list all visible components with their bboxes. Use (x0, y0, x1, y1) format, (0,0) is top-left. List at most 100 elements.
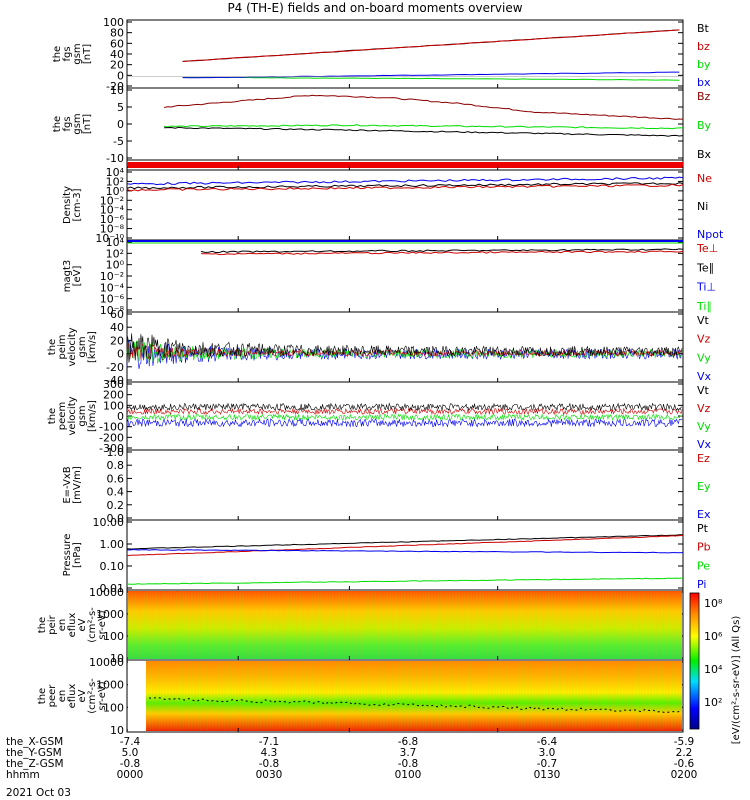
y-tick-label: 10000 (89, 586, 124, 599)
colorbar (689, 592, 700, 730)
density-trace-black (126, 182, 684, 190)
velocity-trace-black (126, 333, 683, 363)
y-axis-label: peim (57, 334, 68, 359)
axis-row-label: the_Y-GSM (6, 747, 62, 759)
legend-vz: Vz (697, 402, 711, 415)
panel-peem-velocity (126, 381, 684, 451)
y-tick-label: 10⁻⁶ (100, 213, 125, 226)
legend-ez: Ez (697, 452, 710, 465)
y-axis-label: eflux (67, 613, 78, 638)
legend-bx: bx (697, 76, 711, 89)
y-axis-label: Pressure (62, 534, 73, 577)
y-tick-label: 1000 (96, 679, 124, 692)
y-tick-label: 20 (110, 59, 124, 72)
axis-row-value: -0.7 (537, 758, 558, 770)
y-tick-label: 10 (110, 724, 124, 737)
axis-row-value: -0.8 (398, 758, 419, 770)
y-tick-label: -20 (106, 80, 124, 93)
y-tick-label: 10⁴ (106, 166, 125, 179)
electron-temp-red (201, 250, 684, 256)
y-axis-label: eV (77, 689, 88, 702)
colorbar-tick-label: 10² (704, 696, 722, 709)
y-tick-label: 0.10 (100, 560, 125, 573)
y-tick-label: -200 (99, 431, 124, 444)
y-tick-label: 1000 (96, 608, 124, 621)
legend-bt: Bt (697, 22, 710, 35)
legend-pb: Pb (697, 541, 711, 554)
panel-temperature (126, 239, 684, 313)
y-tick-label: 10 (110, 84, 124, 97)
velocity-trace-red (126, 407, 683, 416)
y-tick-label: 10² (106, 175, 124, 188)
series-bx (182, 71, 680, 79)
spacecraft-potential-line (148, 696, 682, 714)
y-axis-label: Density (62, 186, 73, 224)
density-trace-blue (126, 176, 684, 186)
legend-pi: Pi (697, 578, 706, 591)
spectrogram-fill (128, 591, 682, 659)
pressure-trace-black (126, 534, 683, 550)
panel-frame (126, 169, 684, 241)
axis-row-value: 5.0 (122, 747, 139, 759)
axis-row-value: 2.2 (676, 747, 693, 759)
panel-peim-velocity (126, 311, 684, 383)
y-axis-label: sr-eV) (97, 681, 108, 710)
y-axis-label: [mV/m] (72, 466, 83, 504)
y-tick-label: 10.00 (93, 516, 125, 529)
legend-ex: Ex (697, 508, 711, 521)
legend-vt: Vt (697, 384, 710, 397)
legend-te⊥: Te⊥ (696, 242, 718, 255)
axis-row-value: -6.4 (537, 736, 558, 748)
legend-by: By (697, 119, 712, 132)
y-axis-label: velocity (67, 327, 78, 366)
y-tick-label: 0.8 (107, 459, 125, 472)
y-tick-label: 10⁻⁴ (100, 281, 125, 294)
colorbar-tick-label: 10⁸ (704, 597, 723, 610)
y-axis-label: [eV] (72, 266, 83, 287)
legend-bx: Bx (697, 148, 712, 161)
y-tick-label: -40 (106, 374, 124, 387)
y-axis-label: E=-VxB (62, 466, 73, 503)
panel-efield (126, 449, 684, 521)
y-tick-label: 1.00 (100, 538, 125, 551)
axis-row-label: the_Z-GSM (6, 758, 64, 770)
pressure-trace-blue (126, 548, 684, 554)
y-tick-label: 100 (103, 399, 124, 412)
panel-flag-bar (126, 159, 684, 171)
axis-row-value: -0.8 (120, 758, 141, 770)
y-axis-label: [nPa] (72, 542, 83, 568)
date-label: 2021 Oct 03 (6, 787, 71, 799)
legend-vz: Vz (697, 333, 711, 346)
y-tick-label: 0.6 (107, 472, 125, 485)
panel-fgs-gsm (126, 19, 684, 89)
y-axis-label: en (57, 619, 68, 632)
y-axis-label: (cm²-s- (87, 607, 98, 643)
y-tick-label: 300 (103, 378, 124, 391)
legend-vy: Vy (697, 420, 711, 433)
y-tick-label: 0.01 (100, 582, 125, 595)
series-bz (164, 94, 684, 120)
y-tick-label: 100 (103, 16, 124, 29)
legend-vt: Vt (697, 314, 710, 327)
page-title: P4 (TH-E) fields and on-board moments ov… (227, 1, 523, 15)
y-tick-label: 10⁻⁴ (100, 204, 125, 217)
y-tick-label: 0 (117, 69, 124, 82)
legend-ti∥: Ti∥ (696, 300, 712, 313)
axis-row-value: -0.6 (674, 758, 695, 770)
y-axis-label: the (52, 46, 63, 62)
panel-peer-spec (126, 659, 684, 733)
legend-by: by (697, 58, 711, 71)
y-tick-label: 10⁻¹⁰ (95, 232, 124, 245)
axis-row-value: -6.8 (398, 736, 419, 748)
y-tick-label: 5 (117, 101, 124, 114)
legend-vx: Vx (697, 438, 712, 451)
y-axis-label: peem (57, 402, 68, 430)
y-axis-label: the (52, 116, 63, 132)
y-tick-label: 10⁻⁸ (100, 223, 125, 236)
axis-row-label: the_X-GSM (6, 736, 63, 748)
y-axis-label: peir (47, 614, 58, 634)
panel-frame (126, 659, 684, 733)
y-tick-label: -20 (106, 361, 124, 374)
y-tick-label: 60 (110, 308, 124, 321)
